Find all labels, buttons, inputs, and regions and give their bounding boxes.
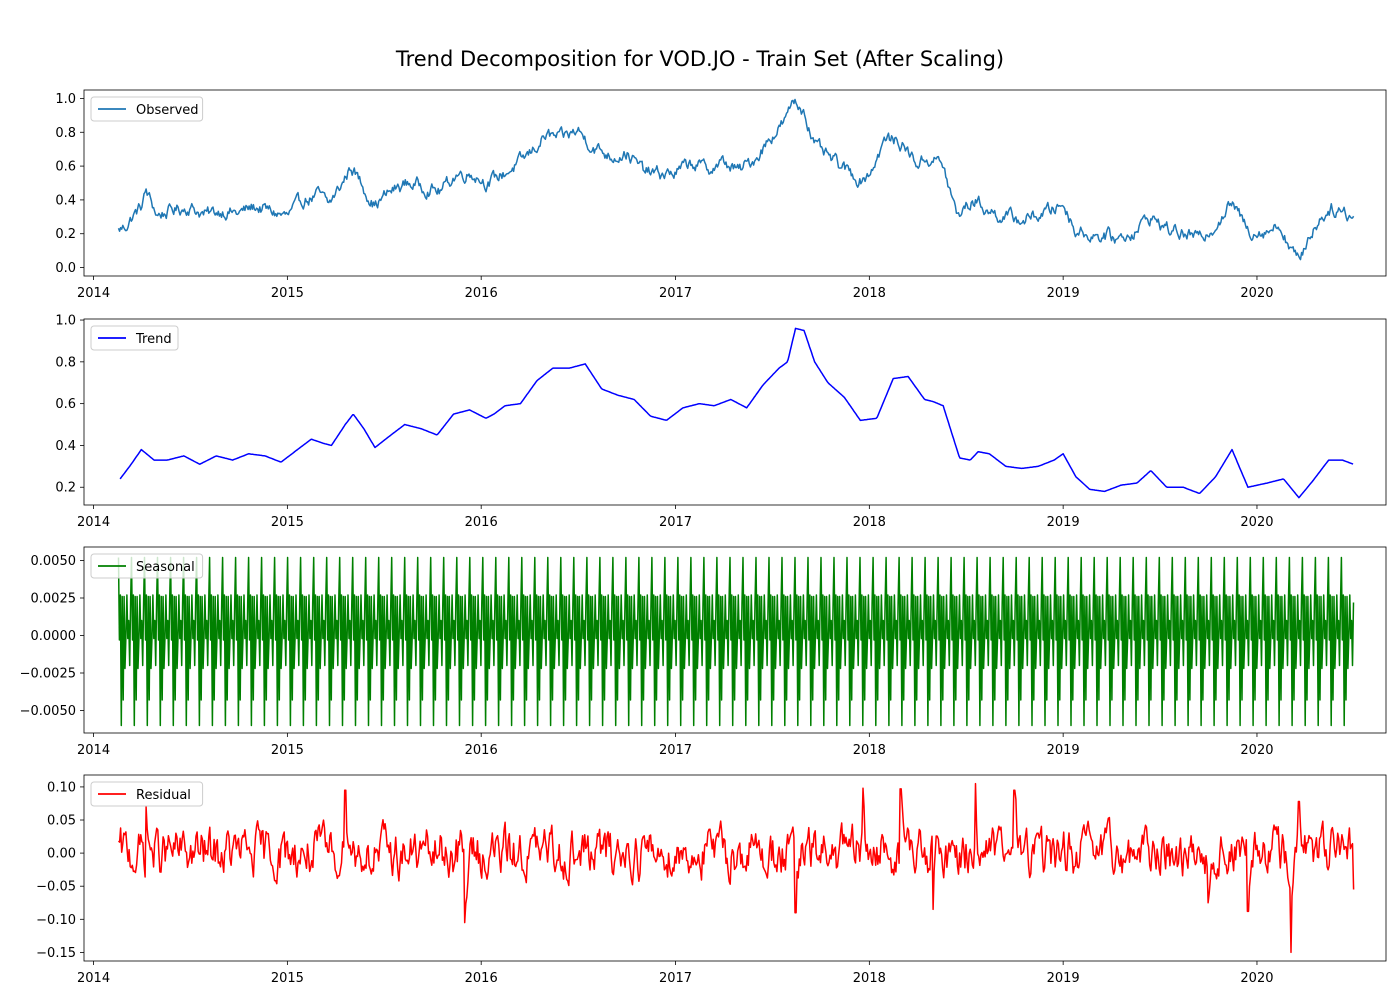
legend-box xyxy=(90,325,179,351)
y-tick-label: 0.0 xyxy=(55,261,76,276)
x-tick-label: 2019 xyxy=(1047,971,1080,986)
legend-label: Seasonal xyxy=(136,560,195,575)
x-tick-label: 2015 xyxy=(271,286,304,301)
x-tick-label: 2017 xyxy=(659,743,692,758)
panel-seasonal: −0.0050 −0.0025 0.0000 0.0025 0.0050 2014 2015… xyxy=(20,546,1387,758)
series-line-residual xyxy=(117,782,1355,954)
series-line-observed xyxy=(117,98,1355,261)
x-tick-label: 2018 xyxy=(853,515,886,530)
series-line-seasonal xyxy=(117,556,1355,727)
x-tick-label: 2018 xyxy=(853,286,886,301)
x-tick-label: 2016 xyxy=(465,286,498,301)
x-tick-label: 2014 xyxy=(77,743,110,758)
figure-title: Trend Decomposition for VOD.JO - Train S… xyxy=(395,47,1004,71)
x-tick-label: 2016 xyxy=(465,515,498,530)
legend-label: Observed xyxy=(136,103,199,118)
y-tick-label: 1.0 xyxy=(55,314,76,329)
panel-residual: −0.15 −0.10 −0.05 0.00 0.05 0.10 2014 2015 2016 2… xyxy=(36,774,1387,986)
x-tick-label: 2017 xyxy=(659,971,692,986)
x-tick-label: 2018 xyxy=(853,743,886,758)
y-tick-label: 0.10 xyxy=(47,780,76,795)
y-tick-label: 0.0000 xyxy=(31,629,77,644)
axes-frame xyxy=(83,89,1387,277)
y-tick-label: 0.2 xyxy=(55,481,76,496)
x-tick-label: 2014 xyxy=(77,971,110,986)
x-tick-label: 2020 xyxy=(1240,286,1273,301)
panel-trend: 0.2 0.4 0.6 0.8 1.0 2014 2015 2016 2017 2018 2019 2… xyxy=(55,314,1387,530)
y-tick-label: −0.0025 xyxy=(20,667,76,682)
series-line-trend xyxy=(119,327,1354,499)
x-tick-label: 2015 xyxy=(271,515,304,530)
x-tick-label: 2015 xyxy=(271,743,304,758)
x-tick-label: 2019 xyxy=(1047,743,1080,758)
y-tick-label: 0.4 xyxy=(55,439,76,454)
y-tick-label: 0.0050 xyxy=(31,554,77,569)
y-tick-label: −0.0050 xyxy=(20,704,76,719)
x-tick-label: 2019 xyxy=(1047,286,1080,301)
axes-frame xyxy=(83,318,1387,506)
x-tick-label: 2015 xyxy=(271,971,304,986)
y-tick-label: 0.05 xyxy=(47,814,76,829)
axes-frame xyxy=(83,774,1387,962)
x-tick-label: 2014 xyxy=(77,286,110,301)
legend-box xyxy=(90,781,204,807)
y-tick-label: 0.00 xyxy=(47,847,76,862)
x-tick-label: 2014 xyxy=(77,515,110,530)
y-tick-label: 0.6 xyxy=(55,160,76,175)
y-tick-label: −0.15 xyxy=(36,946,76,961)
legend-label: Trend xyxy=(135,332,172,347)
y-tick-label: 1.0 xyxy=(55,92,76,107)
y-tick-label: −0.05 xyxy=(36,880,76,895)
axes-frame xyxy=(83,546,1387,734)
x-tick-label: 2017 xyxy=(659,286,692,301)
y-tick-label: −0.10 xyxy=(36,913,76,928)
y-tick-label: 0.8 xyxy=(55,126,76,141)
y-tick-label: 0.6 xyxy=(55,397,76,412)
x-tick-label: 2019 xyxy=(1047,515,1080,530)
x-tick-label: 2020 xyxy=(1240,971,1273,986)
x-tick-label: 2020 xyxy=(1240,515,1273,530)
x-tick-label: 2016 xyxy=(465,971,498,986)
y-tick-label: 0.4 xyxy=(55,193,76,208)
x-tick-label: 2016 xyxy=(465,743,498,758)
x-tick-label: 2020 xyxy=(1240,743,1273,758)
x-tick-label: 2018 xyxy=(853,971,886,986)
y-tick-label: 0.2 xyxy=(55,227,76,242)
x-tick-label: 2017 xyxy=(659,515,692,530)
legend-box xyxy=(90,553,204,579)
legend-box xyxy=(90,96,204,122)
y-tick-label: 0.8 xyxy=(55,355,76,370)
y-tick-label: 0.0025 xyxy=(31,592,77,607)
panel-observed: 0.0 0.2 0.4 0.6 0.8 1.0 2014 2015 2016 2017 2018 20… xyxy=(55,89,1387,301)
legend-label: Residual xyxy=(136,788,191,803)
